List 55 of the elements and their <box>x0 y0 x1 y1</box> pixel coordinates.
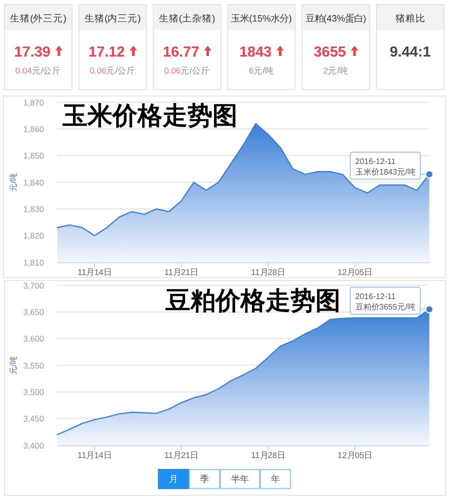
y-tick-label: 3,500 <box>23 386 44 397</box>
y-tick-label: 1,860 <box>23 124 44 134</box>
y-tick-label: 1,870 <box>23 97 44 108</box>
card-change: 6元/吨 <box>248 66 274 76</box>
x-tick-label: 11月14日 <box>78 450 112 460</box>
card-value: 16.77 <box>162 44 200 60</box>
y-axis-title: 元/吨 <box>9 173 18 192</box>
title: 豆粕价格走势图 <box>166 287 340 315</box>
y-tick-label: 1,810 <box>23 257 44 268</box>
card-value: 17.39 <box>14 44 50 60</box>
annotation: 2016-12-11 玉米价1843元/吨 <box>355 156 416 176</box>
y-tick-label: 1,850 <box>23 150 44 161</box>
y-tick-label: 3,400 <box>23 440 44 450</box>
card-header: 猪粮比 <box>395 14 426 24</box>
card-change: 0.06元/公斤 <box>90 66 136 76</box>
y-tick-label: 1,830 <box>23 204 44 214</box>
card-change: 0.06元/公斤 <box>164 66 210 76</box>
card-header: 生猪(外三元) <box>10 14 66 24</box>
card-value: 17.12 <box>88 44 125 60</box>
title: 玉米价格走势图 <box>62 102 238 130</box>
y-tick-label: 3,650 <box>23 306 44 317</box>
tab: 月 <box>158 468 190 490</box>
y-tick-label: 3,550 <box>23 360 44 370</box>
card-value: 9.44:1 <box>390 44 431 60</box>
x-tick-label: 11月14日 <box>78 266 112 277</box>
tab: 半年 <box>220 468 260 490</box>
category-label: 月 <box>169 474 178 484</box>
annotation: 2016-12-11 豆粕价3655元/吨 <box>350 286 421 315</box>
x-tick-label: 11月21日 <box>164 266 198 277</box>
card-value: 3655 <box>314 44 346 60</box>
y-tick-label: 1,820 <box>23 230 44 241</box>
x-tick-label: 12月05日 <box>338 450 372 460</box>
card-header: 生猪(内三元) <box>84 14 141 24</box>
card-value: 1843 <box>239 44 272 60</box>
y-tick-label: 3,700 <box>23 280 44 290</box>
card-header: 豆粕(43%蛋白) <box>306 14 366 24</box>
x-tick-label: 11月21日 <box>164 450 198 460</box>
annotation: 2016-12-11 玉米价1843元/吨 <box>350 152 421 180</box>
x-tick-label: 11月28日 <box>251 450 286 460</box>
x-tick-label: 12月05日 <box>338 266 372 277</box>
y-tick-label: 1,840 <box>23 177 44 188</box>
y-tick-label: 3,450 <box>23 414 44 424</box>
card-header: 玉米(15%水分) <box>231 14 292 24</box>
card-header: 生猪(土杂猪) <box>158 14 216 24</box>
tab: 季 <box>188 468 220 490</box>
x-tick-label: 11月28日 <box>251 266 286 277</box>
tab: 年 <box>260 468 292 490</box>
y-tick-label: 3,600 <box>23 334 44 344</box>
category-label: 年 <box>271 474 280 484</box>
category-label: 季 <box>200 474 209 484</box>
category-label: 半年 <box>231 474 249 484</box>
y-axis-title: 元/吨 <box>9 356 18 374</box>
annotation: 2016-12-11 豆粕价3655元/吨 <box>355 292 416 312</box>
card-change: 0.04元/公斤 <box>15 66 62 76</box>
card-change: 2元/吨 <box>323 66 348 76</box>
